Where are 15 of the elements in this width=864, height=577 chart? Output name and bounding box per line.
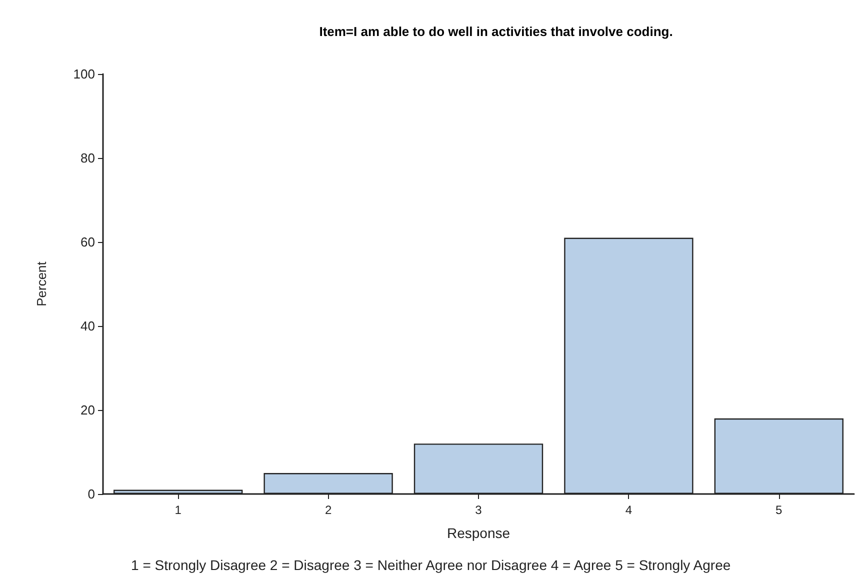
chart-title: Item=I am able to do well in activities that involve coding. (319, 24, 673, 39)
y-tick-label: 0 (88, 486, 95, 502)
y-tick-label: 60 (80, 234, 95, 250)
y-tick-label: 100 (73, 66, 95, 82)
y-tick-label: 40 (80, 318, 95, 334)
text: 1 = Strongly Disagree 2 = Disagree 3 = Neither Agree nor Disagree 4 = Agree 5 = Strongly Agree (131, 557, 731, 573)
y-tick-label: 20 (80, 402, 95, 418)
x-tick-label: 5 (776, 503, 783, 517)
x-axis-title: Response (446, 525, 510, 541)
x-tick-label: 1 (174, 503, 182, 517)
x-tick-label: 2 (324, 503, 332, 517)
y-axis-title: Percent (34, 261, 49, 306)
x-tick-label: 3 (475, 503, 482, 517)
y-tick-label: 80 (80, 150, 95, 166)
x-tick-label: 4 (625, 503, 632, 517)
